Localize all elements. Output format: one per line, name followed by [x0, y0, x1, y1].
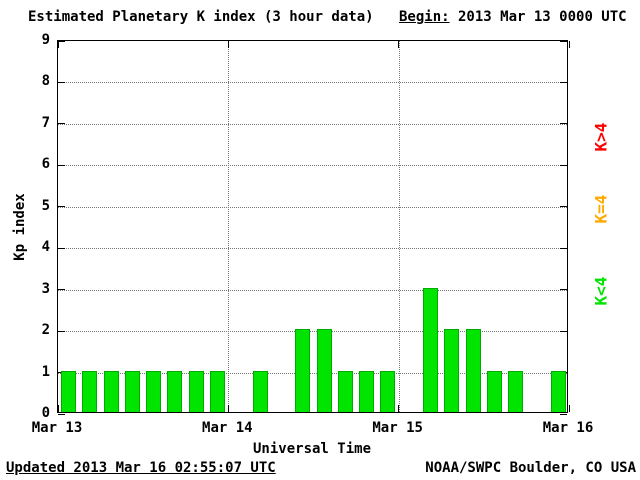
kp-bar [444, 329, 460, 412]
y-axis-tick [58, 247, 65, 249]
kp-bar [465, 329, 481, 412]
y-tick-label: 6 [41, 156, 50, 173]
x-tick-label: Mar 16 [542, 420, 594, 436]
y-axis-tick [58, 164, 65, 166]
y-axis-tick [560, 247, 567, 249]
kp-bar [82, 370, 98, 412]
kp-bar [103, 370, 119, 412]
kp-bar [146, 370, 162, 412]
y-axis-tick [560, 81, 567, 83]
begin-label: Begin: [399, 9, 450, 25]
y-tick-label: 8 [41, 73, 50, 90]
gridline [58, 82, 567, 84]
y-tick-label: 1 [41, 363, 50, 380]
y-tick-label: 0 [41, 405, 50, 421]
x-axis-title: Universal Time [252, 441, 372, 457]
y-axis-tick [560, 123, 567, 125]
kp-bar [188, 370, 204, 412]
y-axis-tick [58, 40, 65, 42]
x-axis-tick [227, 41, 229, 48]
kp-bar [210, 370, 226, 412]
y-axis-tick [560, 413, 567, 415]
x-tick-label: Mar 15 [372, 420, 423, 436]
legend-label-k-gt-4: K>4 [591, 122, 611, 152]
day-separator [228, 41, 230, 412]
y-axis-tick [560, 289, 567, 291]
legend-label-k-lt-4: K<4 [591, 276, 611, 306]
x-axis-tick [568, 41, 570, 48]
y-axis-tick [58, 289, 65, 291]
x-axis-tick [398, 405, 400, 412]
kp-bar [167, 370, 183, 412]
kp-bar [337, 370, 353, 412]
y-tick-label: 7 [41, 114, 50, 131]
x-tick-label: Mar 14 [202, 420, 253, 436]
y-axis-tick [58, 81, 65, 83]
x-axis-tick [227, 405, 229, 412]
gridline [58, 248, 567, 250]
plot-area [57, 40, 570, 415]
y-axis-tick [58, 123, 65, 125]
y-axis-tick [560, 164, 567, 166]
source-credit: NOAA/SWPC Boulder, CO USA [425, 460, 636, 476]
x-axis-tick [57, 41, 59, 48]
kp-bar [316, 329, 332, 412]
kp-bar [486, 370, 502, 412]
gridline [58, 289, 567, 291]
kp-bar [61, 370, 76, 412]
day-separator [398, 41, 400, 412]
y-axis-tick [560, 40, 567, 42]
gridline [58, 331, 567, 333]
y-tick-label: 4 [41, 239, 50, 256]
kp-bar [422, 287, 438, 412]
y-tick-label: 5 [41, 197, 50, 214]
gridline [58, 372, 567, 374]
updated-timestamp: Updated 2013 Mar 16 02:55:07 UTC [6, 460, 276, 476]
x-axis-tick [398, 41, 400, 48]
y-axis-tick [560, 330, 567, 332]
kp-bar [295, 329, 311, 412]
legend-label-k-eq-4: K=4 [591, 194, 611, 224]
y-axis-tick [560, 206, 567, 208]
begin-info: Begin: 2013 Mar 13 0000 UTC [399, 9, 627, 25]
y-tick-label: 2 [41, 322, 50, 339]
kp-bar [359, 370, 375, 412]
kp-bar [252, 370, 268, 412]
gridline [58, 123, 567, 125]
x-tick-label: Mar 13 [31, 420, 83, 436]
y-axis-tick [58, 413, 65, 415]
kp-bar [550, 370, 566, 412]
x-axis-tick [568, 405, 570, 412]
x-axis-tick [57, 405, 59, 412]
kp-bar [508, 370, 524, 412]
y-axis-tick [58, 330, 65, 332]
gridline [58, 165, 567, 167]
kp-bar [124, 370, 140, 412]
y-axis-tick [58, 206, 65, 208]
y-tick-label: 9 [41, 32, 50, 48]
kp-bar [380, 370, 396, 412]
gridline [58, 206, 567, 208]
begin-value: 2013 Mar 13 0000 UTC [449, 9, 627, 25]
y-tick-label: 3 [41, 280, 50, 297]
page-title: Estimated Planetary K index (3 hour data… [28, 9, 374, 25]
